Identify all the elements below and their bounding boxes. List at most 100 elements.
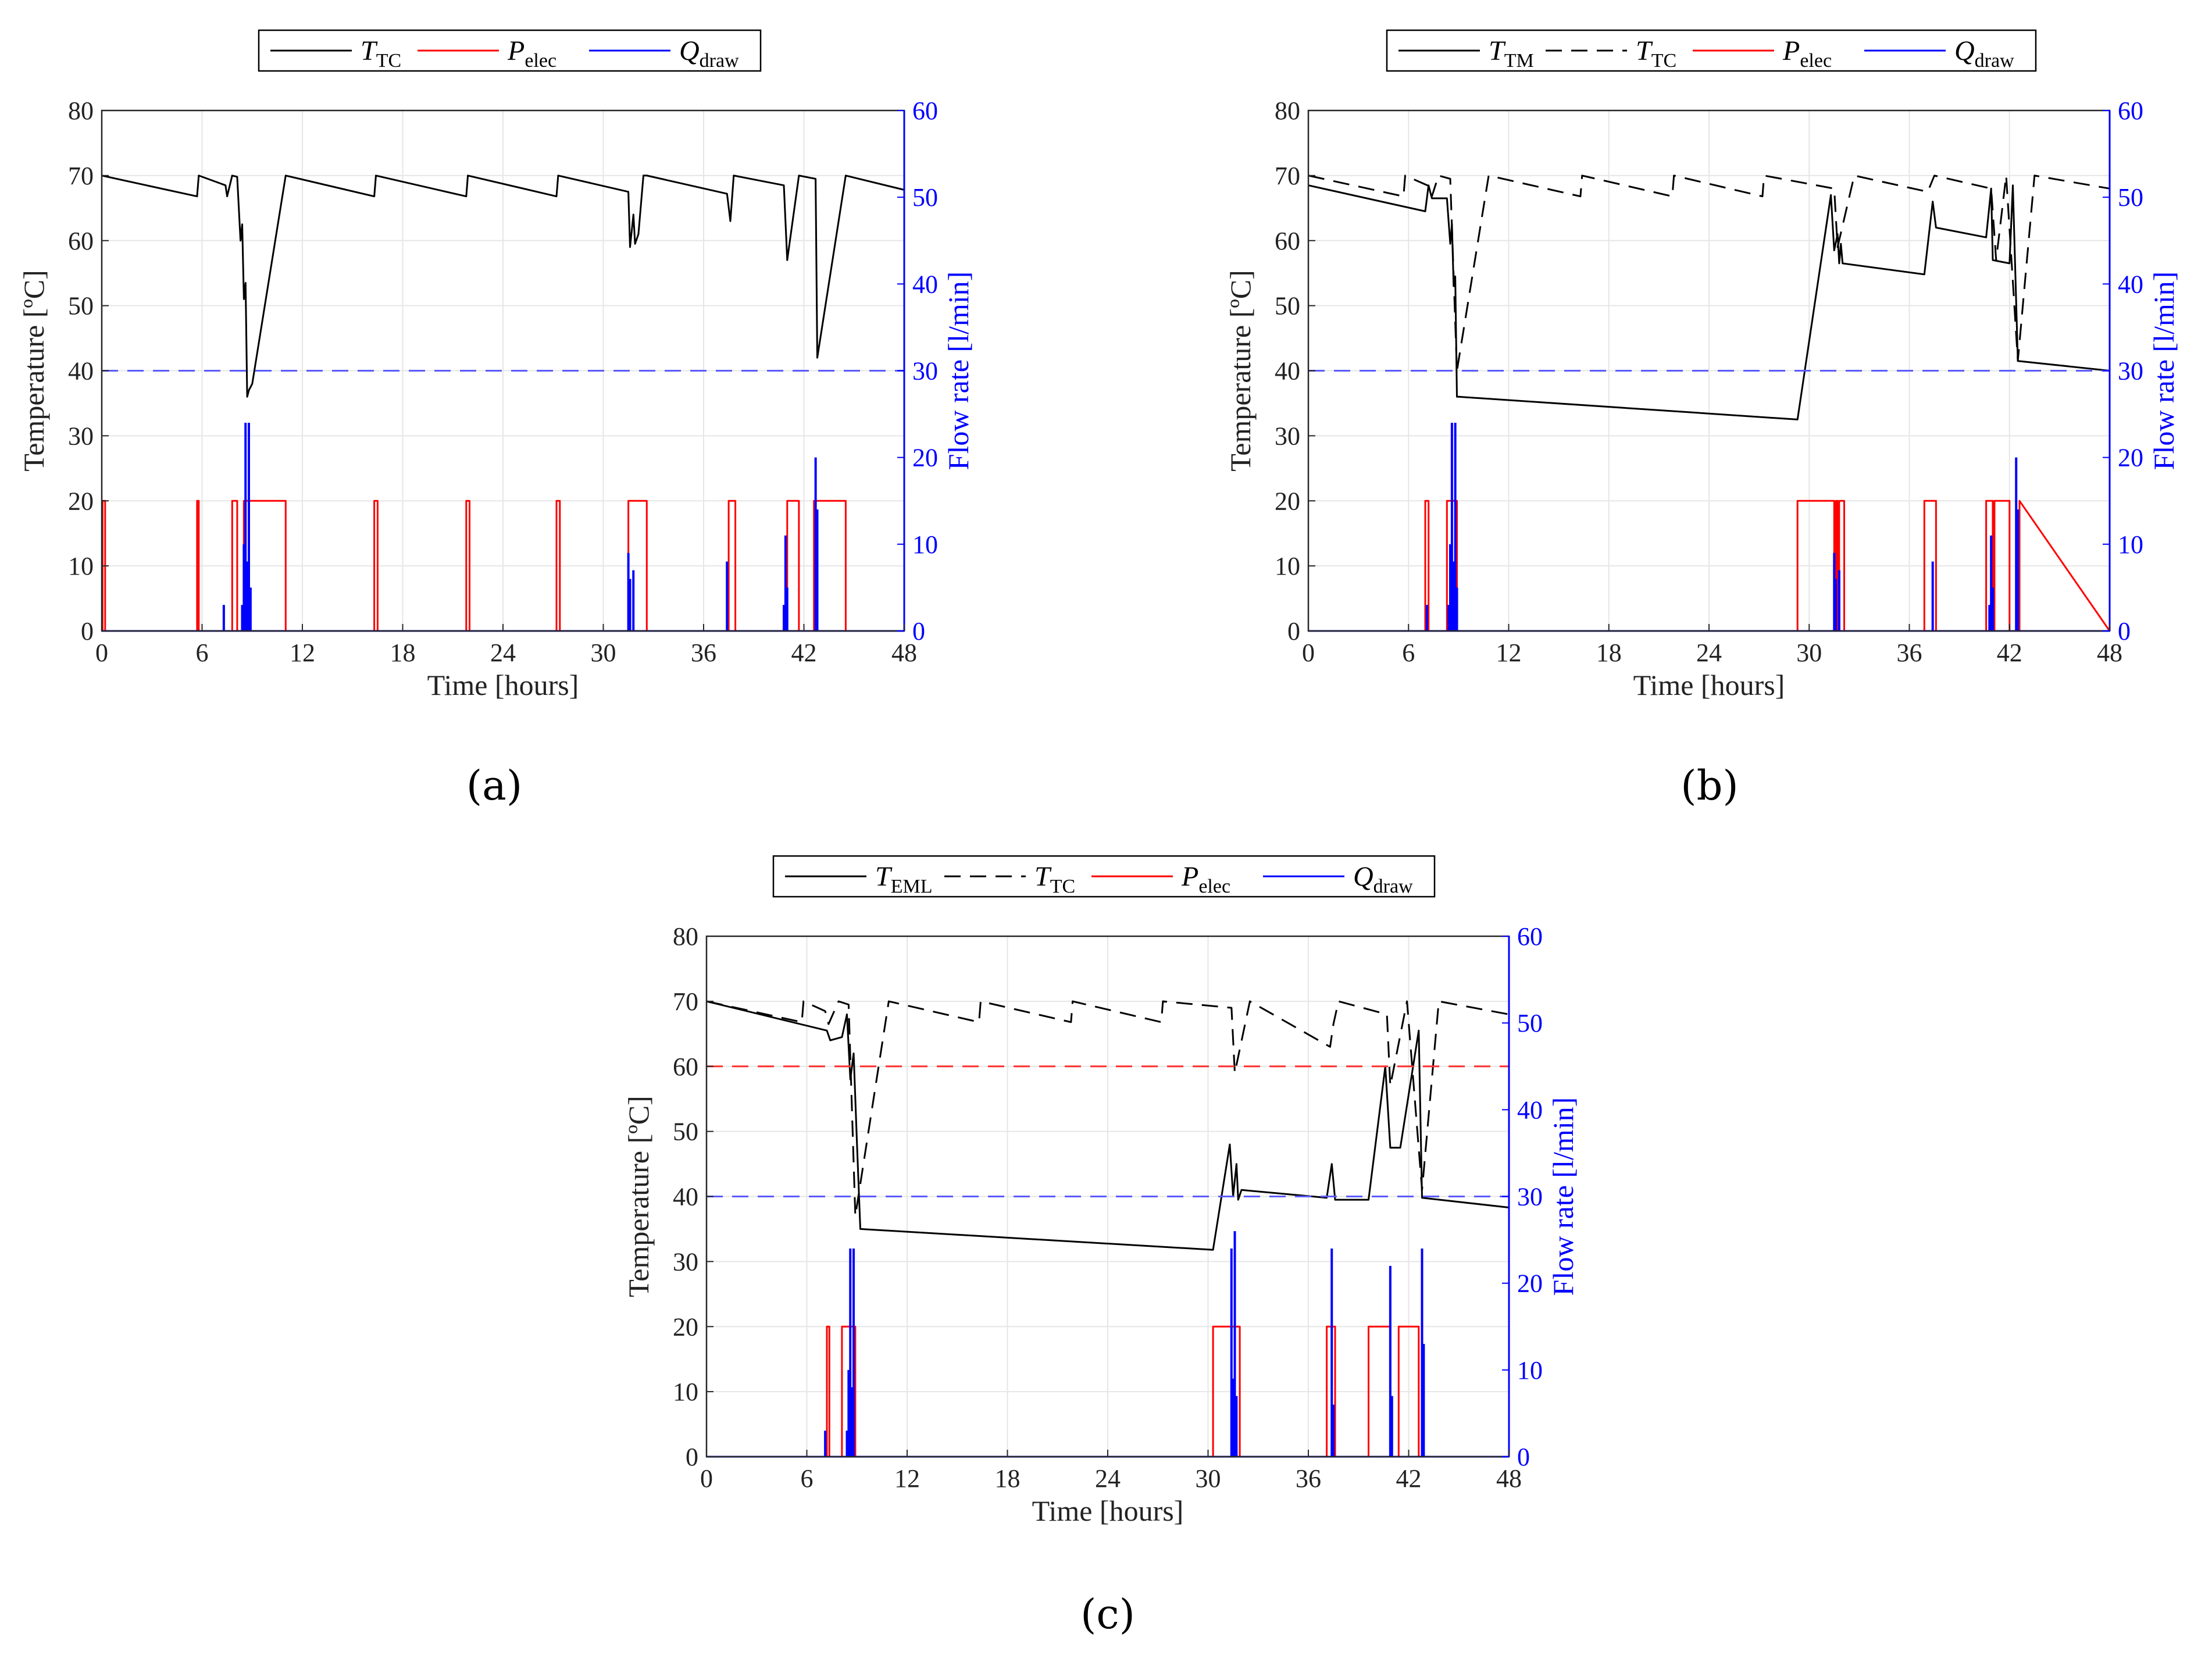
legend-subscript: draw [700,50,739,72]
y-tick-label: 60 [673,1053,698,1081]
y2-tick-label: 20 [2118,444,2143,472]
y2-tick-label: 20 [912,444,938,472]
y-tick-label: 30 [673,1247,698,1276]
legend-subscript: draw [1373,876,1413,897]
y2-tick-label: 50 [912,183,938,212]
y-tick-label: 20 [68,487,94,515]
y-tick-label: 70 [1275,162,1300,190]
y2-tick-label: 30 [912,357,938,386]
legend-symbol: P [1782,35,1800,66]
y2-tick-label: 40 [1517,1096,1543,1124]
legend-entry: Qdraw [1954,35,2014,72]
x-tick-label: 42 [1396,1464,1422,1493]
y-tick-label: 30 [1275,422,1300,450]
x-tick-label: 18 [995,1464,1021,1493]
legend-entry: Qdraw [679,35,739,72]
legend: TTC Pelec Qdraw [258,29,762,72]
x-tick-label: 36 [1897,639,1922,667]
y2-tick-label: 10 [1517,1356,1543,1385]
legend-subscript: TC [1651,50,1676,72]
y2-tick-label: 60 [912,97,938,125]
y-tick-label: 80 [1275,97,1300,125]
y-axis-title: Temperature [ºC] [622,1096,655,1297]
x-tick-label: 36 [691,639,716,667]
legend-symbol: P [1181,861,1198,892]
x-tick-label: 24 [1095,1464,1121,1493]
legend-subscript: TM [1504,50,1534,72]
y-tick-label: 0 [1287,617,1300,645]
legend-entry: TTM [1489,35,1534,72]
series-q-draw [222,423,819,631]
y-tick-label: 10 [673,1378,698,1406]
legend-entry: TTC [1034,861,1075,897]
y-tick-label: 40 [1275,357,1300,386]
legend-entry: Pelec [1782,35,1832,72]
x-tick-label: 36 [1296,1464,1321,1493]
y-tick-label: 80 [68,97,94,125]
x-axis-title: Time [hours] [427,669,579,701]
series-t-tc [706,1000,1510,1217]
legend-entry: Pelec [507,35,556,72]
legend-symbol: T [1034,861,1052,892]
x-tick-label: 18 [390,639,416,667]
series-p-elec [1308,500,2111,632]
y-axis-title: Temperature [ºC] [1224,270,1257,472]
y-tick-label: 40 [673,1183,698,1211]
y2-tick-label: 0 [1517,1443,1530,1471]
legend-subscript: elec [1198,876,1230,897]
y2-tick-label: 10 [2118,530,2143,559]
y-tick-label: 20 [1275,487,1300,515]
legend-subscript: TC [376,50,401,72]
y2-tick-label: 50 [2118,183,2143,212]
panel-label: (b) [1681,762,1738,809]
x-tick-label: 42 [1997,639,2022,667]
y2-tick-label: 20 [1517,1269,1543,1298]
legend-entry: Qdraw [1353,861,1413,897]
x-tick-label: 48 [891,639,917,667]
x-tick-label: 42 [791,639,817,667]
legend-subscript: elec [525,50,556,72]
y-tick-label: 70 [673,987,698,1016]
x-tick-label: 48 [2097,639,2122,667]
legend-symbol: T [361,35,378,66]
y2-tick-label: 50 [1517,1009,1543,1037]
x-axis-title: Time [hours] [1032,1495,1184,1527]
x-tick-label: 30 [1796,639,1822,667]
y2-tick-label: 40 [912,270,938,298]
y2-tick-label: 40 [2118,270,2143,298]
x-tick-label: 18 [1596,639,1622,667]
y-tick-label: 50 [68,292,94,320]
y-tick-label: 50 [1275,292,1300,320]
legend-subscript: EML [891,876,933,897]
series-q-draw [824,1231,1425,1457]
legend-subscript: draw [1975,50,2014,72]
y-tick-label: 30 [68,422,94,450]
series-t-eml [706,1000,1510,1251]
panel-label: (c) [1080,1590,1135,1638]
series-p-elec [101,500,904,632]
x-tick-label: 30 [1196,1464,1221,1493]
x-tick-label: 48 [1496,1464,1522,1493]
legend-symbol: T [1636,35,1653,66]
chart-panel-1: 0 6 12 18 24 30 36 42 48010203040506070800102030… [1224,29,2180,809]
y-tick-label: 0 [81,617,94,645]
x-axis-title: Time [hours] [1633,669,1785,701]
legend-entry: TTC [361,35,401,72]
x-tick-label: 12 [1496,639,1522,667]
series-t-tc [101,174,905,398]
x-tick-label: 24 [1696,639,1722,667]
legend-entry: Pelec [1181,861,1230,897]
y2-tick-label: 60 [2118,97,2143,125]
y2-tick-label: 60 [1517,922,1543,951]
x-tick-label: 0 [700,1464,713,1493]
legend-symbol: Q [1954,35,1975,66]
legend-subscript: elec [1800,50,1832,72]
y-tick-label: 20 [673,1312,698,1341]
y-tick-label: 10 [68,552,94,580]
legend-symbol: T [875,861,893,892]
x-tick-label: 0 [95,639,108,667]
y-tick-label: 60 [68,227,94,255]
x-tick-label: 12 [290,639,315,667]
y2-tick-label: 30 [2118,357,2143,386]
x-tick-label: 6 [196,639,209,667]
